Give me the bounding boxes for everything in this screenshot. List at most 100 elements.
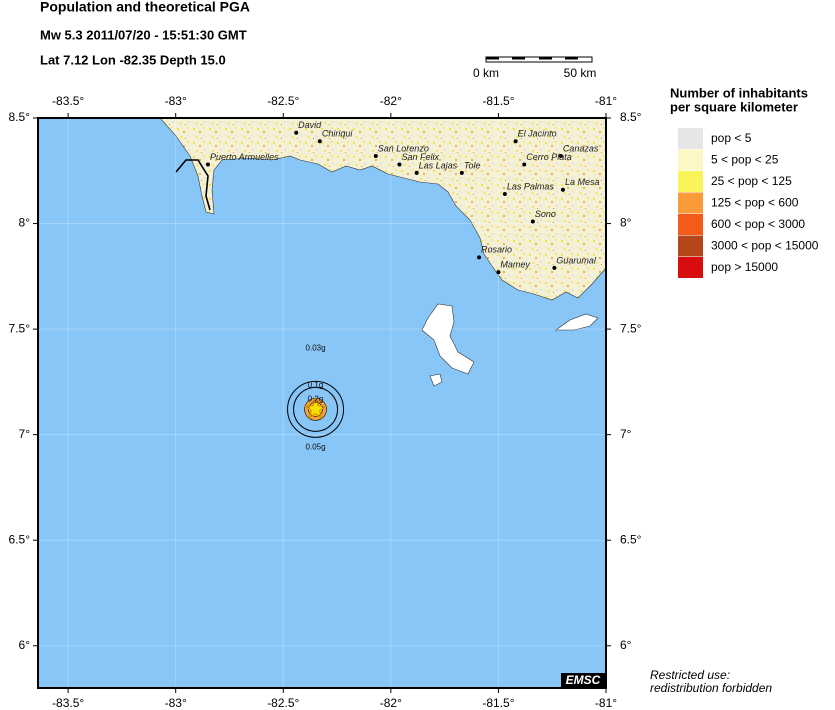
footer-line: redistribution forbidden [650,681,772,695]
city-label: Guarumal [556,255,597,265]
island-small [429,373,443,387]
city-label: San Felix [401,152,439,162]
legend-label: 25 < pop < 125 [711,174,792,188]
legend-label: 3000 < pop < 15000 [711,239,819,253]
legend-swatch [678,257,703,278]
lat-label: 6° [620,638,632,652]
border-line [175,159,211,211]
lon-label: -83.5° [52,696,84,710]
lat-label: 6° [19,638,31,652]
pga-contour [287,380,345,438]
city-marker [373,154,378,158]
scale-bar-segment [512,57,525,60]
pga-contour [293,386,339,432]
legend-title: Number of inhabitants [670,85,808,100]
lon-label: -81° [595,696,617,710]
city-marker [560,187,565,192]
city-label: Las Palmas [507,181,555,191]
city-marker [522,162,527,167]
legend-swatch [678,235,703,257]
lat-label: 7.5° [9,321,31,335]
lon-label: -82.5° [267,696,299,710]
city-label: La Mesa [565,177,600,187]
scale-start: 0 km [473,66,499,80]
city-label: San Lorenzo [378,143,429,153]
city-marker [317,139,322,144]
legend-swatch [678,214,703,235]
city-marker [414,170,419,175]
map-frame [37,117,607,689]
city-label: Chiriqui [322,129,354,139]
lat-label: 6.5° [620,532,642,546]
city-marker [496,270,501,275]
legend-label: 5 < pop < 25 [711,153,779,167]
epicenter-star [303,396,328,420]
city-label: El Jacinto [518,129,557,139]
lon-label: -81.5° [482,94,514,108]
lon-label: -81° [595,94,617,108]
scale-bar-segment [539,57,552,60]
lon-label: -82.5° [267,94,299,108]
pga-label: 0.2g [308,394,324,403]
lat-label: 6.5° [9,532,31,546]
city-label: Rosario [481,245,512,255]
legend-swatch [678,149,703,171]
legend-label: pop < 5 [711,131,752,145]
city-marker [477,255,482,260]
scale-bar: 0 km 50 km [473,56,596,80]
island-jicaron [555,313,599,331]
grid [38,118,606,688]
city-marker [558,154,563,158]
lat-label: 8° [19,216,31,230]
lon-label: -82° [380,94,402,108]
lon-label: -83° [165,696,187,710]
logo: EMSC [566,673,601,687]
scale-bar-segment [565,57,578,60]
city-marker [205,162,210,167]
city-marker [397,162,402,167]
legend: Number of inhabitants per square kilomet… [670,85,819,278]
city-label: Sono [535,209,556,219]
lat-label: 8.5° [9,110,31,124]
lat-label: 7° [19,427,31,441]
pga-label: 0.05g [306,442,326,451]
city-label: Canazas [563,143,599,153]
lat-label: 7° [620,427,632,441]
city-label: David [298,120,322,130]
axis-ticks: -83.5° -83.5° -83° -83° -82.5° -82.5° -82° -82°… [9,94,642,710]
pga-label: 0.1g [308,380,324,389]
footer-line: Restricted use: [650,668,730,682]
city-marker [552,265,557,270]
event-info: Mw 5.3 2011/07/20 - 15:51:30 GMT [40,27,247,42]
lon-label: -83.5° [52,94,84,108]
pga-label: 0.03g [306,343,326,352]
lat-label: 7.5° [620,321,642,335]
scale-bar-segment [486,57,499,60]
legend-swatch [678,128,703,149]
land [159,118,606,301]
city-marker [294,130,299,135]
city-label: Mamey [500,259,530,269]
city-marker [513,139,518,144]
city-marker [502,192,507,196]
lat-label: 8° [620,216,632,230]
legend-swatch [678,192,703,214]
location-info: Lat 7.12 Lon -82.35 Depth 15.0 [40,52,226,67]
lon-label: -83° [165,94,187,108]
city-label: Tole [464,160,481,170]
legend-label: pop > 15000 [711,260,778,274]
legend-label: 600 < pop < 3000 [711,217,805,231]
lon-label: -81.5° [482,696,514,710]
lon-label: -82° [380,696,402,710]
logo-box [561,673,606,688]
legend-swatch [678,171,703,192]
island-coiba [421,303,475,375]
city-marker [530,219,535,224]
legend-title: per square kilometer [670,99,798,114]
city-label: Las Lajas [419,160,458,170]
city-label: Cerro Plata [526,152,572,162]
legend-label: 125 < pop < 600 [711,196,799,210]
